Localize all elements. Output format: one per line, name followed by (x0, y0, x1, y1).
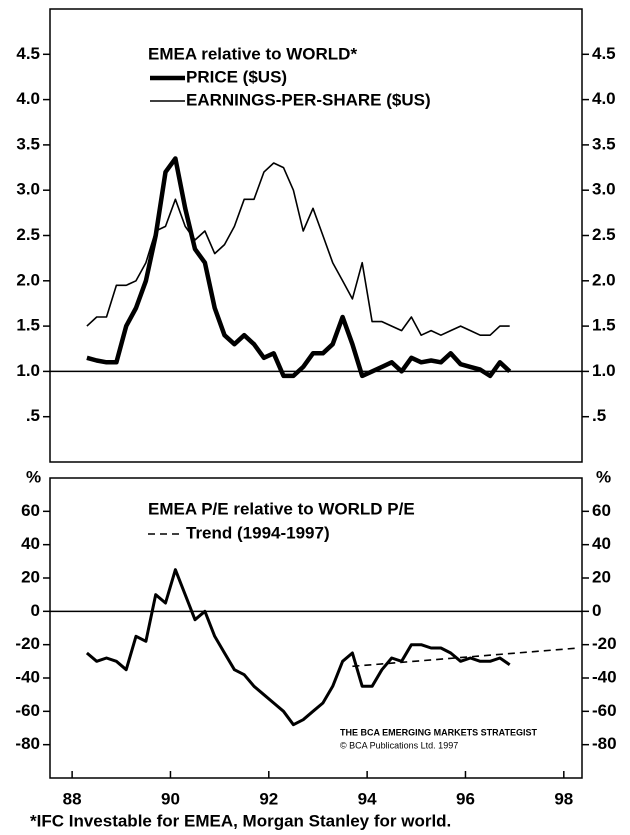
y-tick-label: 1.5 (592, 316, 616, 335)
y-axis-label: % (596, 467, 611, 486)
y-tick-label: 2.0 (592, 270, 616, 289)
x-tick-label: 88 (63, 789, 82, 808)
y-tick-label: 4.5 (592, 44, 616, 63)
y-tick-label: -20 (15, 634, 40, 653)
y-tick-label: 2.5 (592, 225, 616, 244)
y-tick-label: 20 (592, 567, 611, 586)
y-tick-label: 1.0 (592, 361, 616, 380)
y-tick-label: .5 (592, 406, 606, 425)
footnote: *IFC Investable for EMEA, Morgan Stanley… (30, 811, 451, 830)
y-tick-label: -60 (592, 701, 617, 720)
y-tick-label: .5 (26, 406, 40, 425)
legend-label: EARNINGS-PER-SHARE ($US) (186, 90, 431, 109)
source-text: THE BCA EMERGING MARKETS STRATEGIST (340, 727, 538, 737)
y-tick-label: 40 (592, 534, 611, 553)
series-line (85, 568, 511, 727)
panel-frame (49, 477, 583, 779)
panel-title: EMEA relative to WORLD* (148, 44, 357, 63)
y-tick-label: -60 (15, 701, 40, 720)
y-tick-label: 3.0 (592, 180, 616, 199)
x-tick-label: 90 (161, 789, 180, 808)
y-tick-label: 60 (21, 501, 40, 520)
y-tick-label: 20 (21, 567, 40, 586)
legend-label: PRICE ($US) (186, 67, 287, 86)
series-line (352, 647, 579, 668)
y-tick-label: -20 (592, 634, 617, 653)
y-tick-label: 4.5 (16, 44, 40, 63)
legend-label: Trend (1994-1997) (186, 523, 330, 542)
x-tick-label: 92 (259, 789, 278, 808)
x-tick-label: 94 (358, 789, 377, 808)
panel-frame (49, 8, 583, 463)
x-tick-label: 98 (554, 789, 573, 808)
panel-title: EMEA P/E relative to WORLD P/E (148, 499, 415, 518)
y-tick-label: -40 (592, 667, 617, 686)
y-tick-label: 2.5 (16, 225, 40, 244)
y-tick-label: 1.0 (16, 361, 40, 380)
y-tick-label: 0 (31, 601, 40, 620)
x-tick-label: 96 (456, 789, 475, 808)
y-tick-label: -80 (592, 734, 617, 753)
y-tick-label: 40 (21, 534, 40, 553)
y-tick-label: 60 (592, 501, 611, 520)
y-tick-label: -40 (15, 667, 40, 686)
y-tick-label: 3.5 (16, 134, 40, 153)
y-tick-label: 1.5 (16, 316, 40, 335)
series-line (86, 156, 512, 379)
y-tick-label: 3.0 (16, 180, 40, 199)
y-axis-label: % (26, 467, 41, 486)
y-tick-label: 0 (592, 601, 601, 620)
series-line (86, 162, 510, 337)
y-tick-label: 4.0 (592, 89, 616, 108)
y-tick-label: 3.5 (592, 134, 616, 153)
y-tick-label: 4.0 (16, 89, 40, 108)
y-tick-label: -80 (15, 734, 40, 753)
y-tick-label: 2.0 (16, 270, 40, 289)
source-text: © BCA Publications Ltd. 1997 (340, 740, 458, 750)
